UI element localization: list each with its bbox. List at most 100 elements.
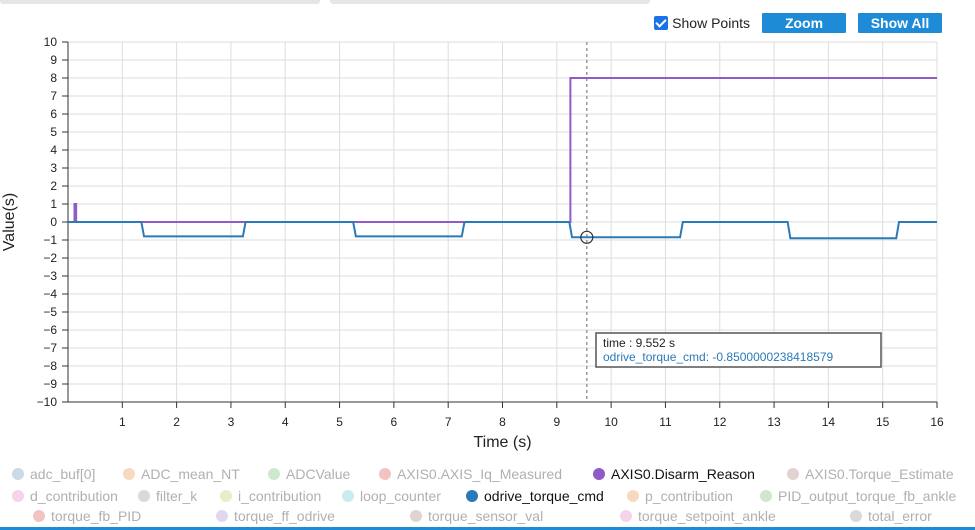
legend-item[interactable]: filter_k — [138, 488, 197, 504]
x-tick-label: 10 — [604, 415, 618, 429]
chart-toolbar: Show Points Zoom Show All — [654, 13, 942, 33]
legend-dot — [268, 468, 280, 480]
legend-dot — [760, 490, 772, 502]
legend-dot — [593, 468, 605, 480]
legend-label: AXIS0.AXIS_Iq_Measured — [397, 466, 562, 482]
x-axis-label: Time (s) — [473, 434, 531, 451]
legend-dot — [12, 468, 24, 480]
legend-dot — [466, 490, 478, 502]
x-tick-label: 9 — [553, 415, 560, 429]
legend-item[interactable]: loop_counter — [342, 488, 441, 504]
y-tick-label: 0 — [50, 215, 57, 229]
legend-label: AXIS0.Torque_Estimate — [805, 466, 954, 482]
legend-dot — [220, 490, 232, 502]
legend-dot — [342, 490, 354, 502]
legend-dot — [12, 490, 24, 502]
y-tick-label: 8 — [50, 71, 57, 85]
x-tick-label: 2 — [173, 415, 180, 429]
x-tick-label: 8 — [499, 415, 506, 429]
y-tick-label: −1 — [43, 233, 57, 247]
y-tick-label: −4 — [43, 287, 57, 301]
legend-label: p_contribution — [645, 488, 733, 504]
legend-label: torque_sensor_val — [428, 508, 544, 524]
legend-label: torque_ff_odrive — [234, 508, 335, 524]
show-points-checkbox[interactable] — [654, 16, 669, 30]
legend-label: torque_fb_PID — [51, 508, 142, 524]
legend-label: adc_buf[0] — [30, 466, 96, 482]
y-tick-label: 2 — [50, 179, 57, 193]
legend-item[interactable]: p_contribution — [627, 488, 733, 504]
legend-dot — [33, 510, 45, 522]
x-tick-label: 16 — [930, 415, 944, 429]
show-points-label: Show Points — [672, 15, 750, 31]
y-tick-label: 5 — [50, 125, 57, 139]
legend-dot — [379, 468, 391, 480]
legend-item[interactable]: AXIS0.Torque_Estimate — [787, 466, 954, 482]
legend-label: loop_counter — [360, 488, 441, 504]
y-tick-label: −10 — [37, 395, 58, 409]
legend-label: AXIS0.Disarm_Reason — [611, 466, 755, 482]
y-tick-label: −2 — [43, 251, 57, 265]
legend-item[interactable]: AXIS0.AXIS_Iq_Measured — [379, 466, 562, 482]
legend-dot — [620, 510, 632, 522]
x-tick-label: 15 — [876, 415, 890, 429]
cursor-point-marker — [580, 230, 594, 244]
legend-item[interactable]: PID_output_torque_fb_ankle — [760, 488, 956, 504]
legend-item[interactable]: torque_ff_odrive — [216, 508, 335, 524]
tooltip-time: time : 9.552 s — [603, 336, 675, 350]
top-tab-left[interactable] — [0, 0, 320, 4]
y-tick-label: 7 — [50, 89, 57, 103]
legend-dot — [123, 468, 135, 480]
y-tick-label: −6 — [43, 323, 57, 337]
legend-label: ADC_mean_NT — [141, 466, 240, 482]
tooltip-box — [595, 332, 882, 368]
y-tick-label: −3 — [43, 269, 57, 283]
x-tick-label: 7 — [445, 415, 452, 429]
show-points-toggle[interactable]: Show Points — [654, 15, 750, 31]
legend-dot — [410, 510, 422, 522]
x-tick-label: 3 — [228, 415, 235, 429]
legend-label: filter_k — [156, 488, 198, 504]
x-tick-label: 14 — [822, 415, 836, 429]
y-tick-label: −7 — [43, 341, 57, 355]
legend-item[interactable]: i_contribution — [220, 488, 321, 504]
legend-item[interactable]: ADCValue — [268, 466, 350, 482]
legend-item[interactable]: AXIS0.Disarm_Reason — [593, 466, 755, 482]
legend-label: torque_setpoint_ankle — [638, 508, 776, 524]
show-all-button[interactable]: Show All — [858, 13, 942, 33]
y-tick-label: −8 — [43, 359, 57, 373]
legend-item[interactable]: ADC_mean_NT — [123, 466, 240, 482]
legend-item[interactable]: torque_setpoint_ankle — [620, 508, 776, 524]
x-tick-label: 11 — [659, 415, 672, 429]
y-tick-label: 3 — [50, 161, 57, 175]
legend-dot — [216, 510, 228, 522]
legend-label: PID_output_torque_fb_ankle — [778, 488, 957, 504]
legend-item[interactable]: torque_fb_PID — [33, 508, 141, 524]
x-tick-label: 6 — [391, 415, 398, 429]
x-tick-label: 1 — [119, 415, 126, 429]
y-tick-label: 9 — [50, 53, 57, 67]
tooltip-value: odrive_torque_cmd: -0.8500000238418579 — [603, 350, 834, 364]
y-tick-label: 10 — [44, 35, 58, 49]
legend-item[interactable]: d_contribution — [12, 488, 118, 504]
x-tick-label: 5 — [336, 415, 343, 429]
y-tick-label: −5 — [43, 305, 57, 319]
legend-dot — [787, 468, 799, 480]
legend-label: i_contribution — [238, 488, 322, 504]
legend-item[interactable]: total_error — [850, 508, 932, 524]
legend-label: odrive_torque_cmd — [484, 488, 604, 504]
bottom-accent-bar — [0, 527, 975, 530]
y-tick-label: 1 — [50, 197, 57, 211]
top-tab-right[interactable] — [330, 0, 650, 4]
legend-item[interactable]: odrive_torque_cmd — [466, 488, 604, 504]
legend-dot — [138, 490, 150, 502]
y-tick-label: −9 — [43, 377, 57, 391]
zoom-button[interactable]: Zoom — [762, 13, 846, 33]
legend-dot — [627, 490, 639, 502]
legend-label: total_error — [868, 508, 932, 524]
legend-label: d_contribution — [30, 488, 118, 504]
legend-label: ADCValue — [286, 466, 351, 482]
legend-item[interactable]: adc_buf[0] — [12, 466, 95, 482]
legend-dot — [850, 510, 862, 522]
legend-item[interactable]: torque_sensor_val — [410, 508, 543, 524]
